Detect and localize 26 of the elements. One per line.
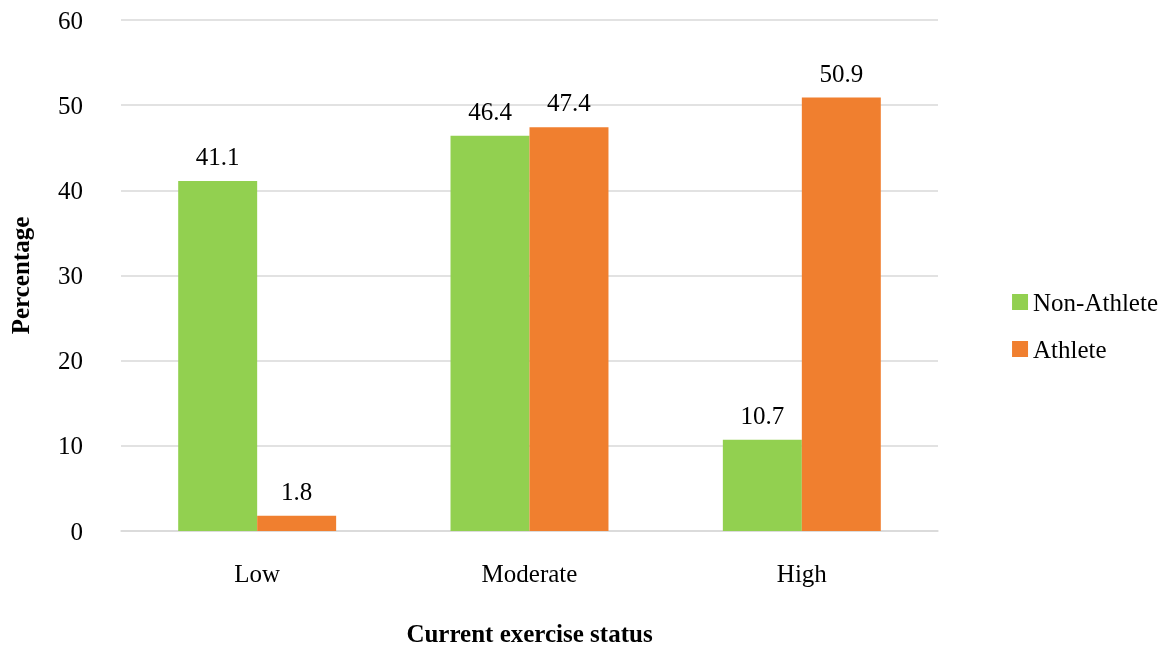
data-label: 1.8 xyxy=(281,477,313,505)
x-tick-label: Low xyxy=(234,560,281,587)
y-tick-label: 20 xyxy=(58,347,83,375)
y-tick-label: 30 xyxy=(58,262,83,289)
x-tick-label: Moderate xyxy=(481,560,578,587)
bar xyxy=(801,97,881,531)
data-label: 50.9 xyxy=(819,59,864,87)
y-tick-label: 40 xyxy=(58,176,83,204)
data-label: 46.4 xyxy=(468,97,513,125)
bar xyxy=(257,515,337,531)
bar xyxy=(178,180,258,531)
data-label: 47.4 xyxy=(547,89,592,117)
data-label: 10.7 xyxy=(740,401,785,429)
legend-label: Athlete xyxy=(1033,335,1107,363)
y-axis-title: Percentage xyxy=(7,216,34,335)
y-tick-label: 50 xyxy=(58,91,83,119)
data-label: 41.1 xyxy=(195,142,240,170)
y-tick-label: 10 xyxy=(58,432,83,460)
y-tick-label: 60 xyxy=(58,6,83,34)
bar xyxy=(529,127,609,531)
x-tick-label: High xyxy=(776,560,828,587)
bar xyxy=(450,135,530,531)
legend-label: Non-Athlete xyxy=(1033,288,1159,316)
bar xyxy=(722,439,802,531)
x-axis-title: Current exercise status xyxy=(406,620,653,647)
y-tick-label: 0 xyxy=(70,517,83,545)
